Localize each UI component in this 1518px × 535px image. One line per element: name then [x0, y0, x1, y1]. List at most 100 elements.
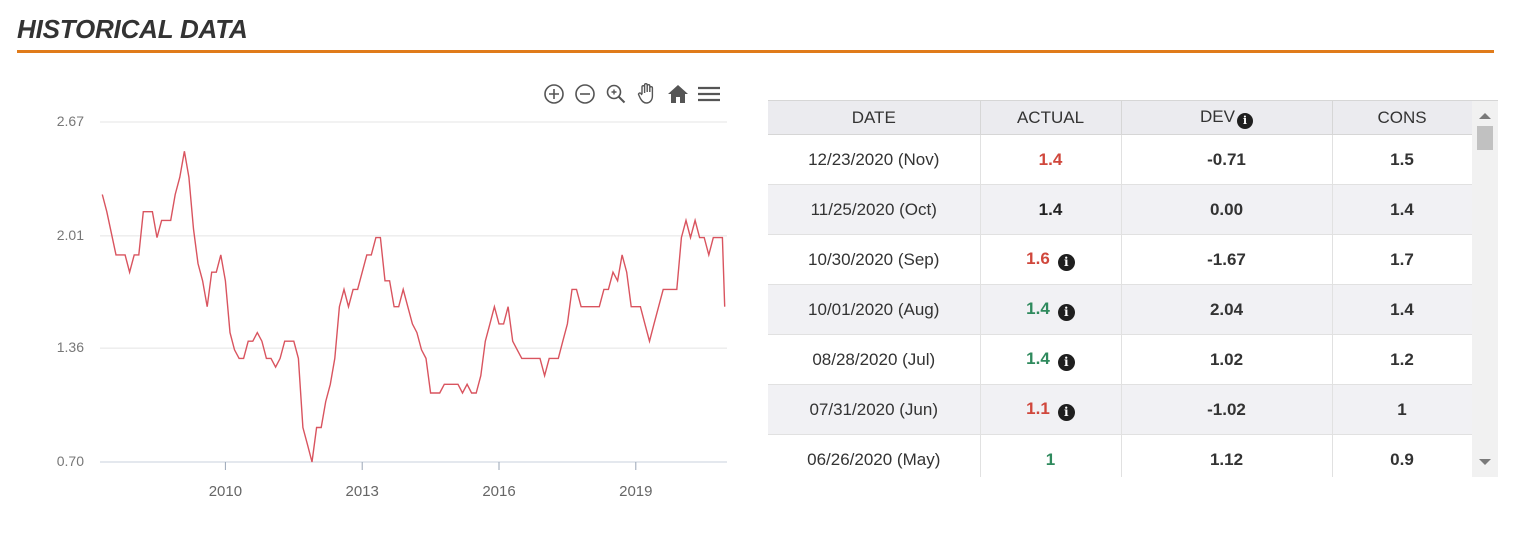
actual-value: 1.4 [1038, 149, 1063, 169]
zoom-in-icon[interactable] [542, 82, 566, 106]
dev-value: 2.04 [1209, 299, 1244, 319]
scroll-thumb[interactable] [1477, 126, 1493, 150]
y-tick-label: 2.67 [57, 113, 84, 129]
historical-table-panel[interactable]: DATE ACTUAL DEV i CONS 12/23/2020 (Nov) 1.… [768, 100, 1498, 477]
cell-actual: 1.4 i [980, 334, 1122, 385]
y-tick-label: 2.01 [57, 227, 84, 243]
cell-dev: -0.71 [1121, 134, 1333, 185]
y-tick-label: 1.36 [57, 339, 84, 355]
cell-date: 08/28/2020 (Jul) [768, 334, 981, 385]
cons-value: 1.2 [1390, 349, 1414, 369]
col-header-date[interactable]: DATE [768, 101, 981, 135]
cell-cons: 1.5 [1332, 134, 1473, 185]
table-row: 11/25/2020 (Oct) 1.4 0.00 1.4 [768, 184, 1473, 235]
info-icon[interactable]: i [1057, 253, 1075, 271]
date-text: 12/23/2020 (Nov) [808, 149, 940, 169]
cell-cons: 1.7 [1332, 234, 1473, 285]
actual-value: 1.6 [1026, 248, 1050, 268]
historical-chart[interactable]: 2.67 2.01 1.36 0.70 2010 2013 2016 2019 [30, 75, 735, 520]
dev-value: -1.67 [1207, 249, 1246, 269]
cell-cons: 1.4 [1332, 184, 1473, 235]
col-header-dev-label: DEV [1200, 106, 1235, 126]
cell-cons: 0.9 [1332, 434, 1473, 477]
info-icon[interactable]: i [1236, 112, 1253, 129]
cell-dev: 1.12 [1121, 434, 1333, 477]
x-tick-label: 2019 [619, 483, 652, 500]
cell-date: 11/25/2020 (Oct) [768, 184, 981, 235]
table-row: 07/31/2020 (Jun) 1.1 i -1.02 1 [768, 384, 1473, 435]
cell-date: 07/31/2020 (Jun) [768, 384, 981, 435]
chart-toolbar [542, 81, 728, 107]
cons-value: 0.9 [1390, 449, 1414, 469]
x-tick-label: 2013 [346, 483, 379, 500]
cell-dev: 1.02 [1121, 334, 1333, 385]
table-header-row: DATE ACTUAL DEV i CONS [768, 101, 1473, 135]
magnify-icon[interactable] [604, 82, 628, 106]
col-header-actual-label: ACTUAL [1016, 107, 1085, 127]
cons-value: 1.7 [1390, 249, 1414, 269]
dev-value: 1.02 [1209, 349, 1244, 369]
cell-dev: 0.00 [1121, 184, 1333, 235]
series-line[interactable] [101, 151, 726, 463]
cell-cons: 1.2 [1332, 334, 1473, 385]
col-header-cons-label: CONS [1377, 107, 1427, 127]
cons-value: 1.5 [1390, 149, 1414, 169]
section-title: HISTORICAL DATA [17, 14, 248, 44]
table-row: 10/30/2020 (Sep) 1.6 i -1.67 1.7 [768, 234, 1473, 285]
cons-value: 1.4 [1390, 299, 1414, 319]
cell-actual: 1.4 [980, 184, 1122, 235]
actual-value: 1.4 [1026, 348, 1050, 368]
cell-actual: 1 [980, 434, 1122, 477]
date-text: 08/28/2020 (Jul) [812, 349, 936, 369]
cell-date: 12/23/2020 (Nov) [768, 134, 981, 185]
chart-svg[interactable]: 2.67 2.01 1.36 0.70 2010 2013 2016 2019 [30, 75, 735, 520]
scroll-up-arrow-icon[interactable] [1479, 113, 1491, 119]
home-icon[interactable] [666, 82, 690, 106]
scroll-down-arrow-icon[interactable] [1479, 459, 1491, 465]
cons-value: 1.4 [1390, 199, 1414, 219]
cell-actual: 1.4 i [980, 284, 1122, 335]
date-text: 06/26/2020 (May) [807, 449, 941, 469]
x-tick-label: 2010 [209, 483, 242, 500]
pan-hand-icon[interactable] [635, 82, 659, 106]
dev-value: -1.02 [1207, 399, 1246, 419]
col-header-cons[interactable]: CONS [1332, 101, 1473, 135]
table-row: 08/28/2020 (Jul) 1.4 i 1.02 1.2 [768, 334, 1473, 385]
cell-date: 06/26/2020 (May) [768, 434, 981, 477]
actual-value: 1.1 [1026, 398, 1050, 418]
cell-actual: 1.4 [980, 134, 1122, 185]
cell-date: 10/30/2020 (Sep) [768, 234, 981, 285]
cons-value: 1 [1397, 399, 1407, 419]
menu-icon[interactable] [697, 82, 721, 106]
zoom-out-icon[interactable] [573, 82, 597, 106]
y-tick-label: 0.70 [57, 453, 84, 469]
col-header-date-label: DATE [851, 107, 896, 127]
historical-table: DATE ACTUAL DEV i CONS 12/23/2020 (Nov) 1.… [768, 101, 1473, 477]
info-icon[interactable]: i [1057, 303, 1075, 321]
cell-date: 10/01/2020 (Aug) [768, 284, 981, 335]
dev-value: -0.71 [1207, 149, 1246, 169]
actual-value: 1 [1045, 449, 1056, 469]
table-scrollbar[interactable] [1472, 101, 1498, 477]
info-icon[interactable]: i [1057, 353, 1075, 371]
dev-value: 0.00 [1209, 199, 1244, 219]
cell-actual: 1.1 i [980, 384, 1122, 435]
date-text: 07/31/2020 (Jun) [809, 399, 939, 419]
cell-dev: 2.04 [1121, 284, 1333, 335]
cell-dev: -1.67 [1121, 234, 1333, 285]
info-icon[interactable]: i [1057, 403, 1075, 421]
cell-cons: 1.4 [1332, 284, 1473, 335]
dev-value: 1.12 [1209, 449, 1244, 469]
table-row: 12/23/2020 (Nov) 1.4 -0.71 1.5 [768, 134, 1473, 185]
actual-value: 1.4 [1026, 298, 1050, 318]
cell-dev: -1.02 [1121, 384, 1333, 435]
date-text: 11/25/2020 (Oct) [810, 199, 937, 219]
table-row: 10/01/2020 (Aug) 1.4 i 2.04 1.4 [768, 284, 1473, 335]
col-header-actual[interactable]: ACTUAL [980, 101, 1122, 135]
title-divider [17, 50, 1494, 53]
col-header-dev[interactable]: DEV i [1121, 101, 1333, 135]
date-text: 10/01/2020 (Aug) [808, 299, 940, 319]
date-text: 10/30/2020 (Sep) [808, 249, 940, 269]
table-row: 06/26/2020 (May) 1 1.12 0.9 [768, 434, 1473, 477]
x-tick-label: 2016 [482, 483, 515, 500]
